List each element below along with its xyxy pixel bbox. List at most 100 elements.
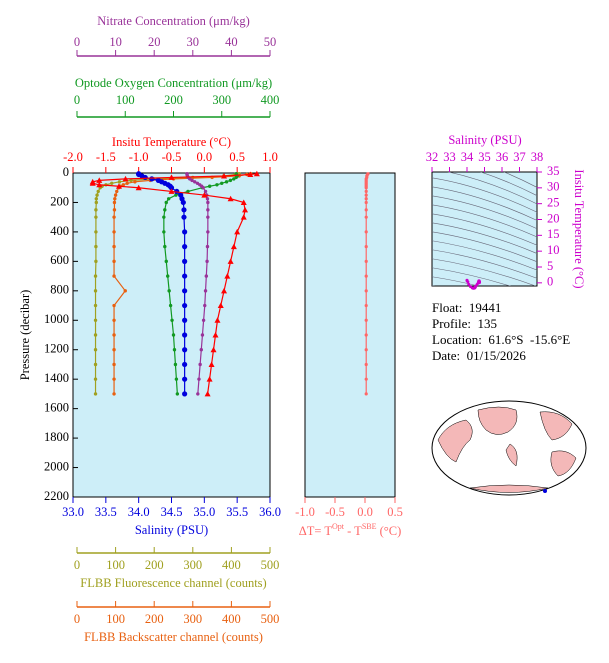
x-tick-label: 38 — [531, 150, 544, 164]
label-part: - T — [344, 524, 362, 538]
data-point — [234, 228, 241, 235]
data-point — [364, 362, 368, 367]
data-point — [112, 274, 116, 278]
data-point — [182, 258, 188, 264]
data-point — [93, 303, 98, 308]
y-tick-label: 5 — [547, 259, 553, 273]
axis-title: Insitu Temperature (°C) — [112, 135, 231, 149]
contour — [432, 213, 537, 246]
x-tick-label: 30 — [187, 35, 200, 49]
data-point — [112, 348, 116, 352]
data-point — [133, 180, 137, 184]
y-tick-label: 1400 — [44, 371, 69, 385]
data-point — [190, 178, 194, 183]
data-point — [93, 274, 98, 278]
x-tick-label: 37 — [513, 150, 526, 164]
data-point — [204, 390, 211, 397]
x-tick-label: 0.5 — [387, 505, 403, 519]
ts-point — [477, 281, 481, 285]
data-point — [240, 199, 247, 205]
data-point — [94, 197, 99, 201]
data-point — [89, 180, 96, 186]
y-tick-label: 0 — [547, 275, 553, 289]
data-point — [200, 333, 205, 337]
data-point — [217, 302, 224, 309]
x-tick-label: 40 — [225, 35, 238, 49]
data-point — [210, 346, 217, 353]
data-point — [364, 274, 368, 278]
data-point — [96, 189, 100, 194]
data-point — [93, 348, 98, 352]
data-point — [230, 243, 237, 250]
data-point — [242, 206, 249, 213]
x-tick-label: 300 — [183, 612, 202, 626]
x-tick-label: 1.0 — [262, 150, 278, 164]
data-point — [364, 348, 368, 352]
data-point — [112, 208, 117, 212]
data-point — [125, 181, 129, 186]
x-tick-label: 10 — [109, 35, 122, 49]
x-tick-label: 34 — [461, 150, 474, 164]
x-tick-label: 32 — [426, 150, 439, 164]
data-point — [182, 347, 188, 353]
x-tick-label: 34.5 — [161, 505, 183, 519]
data-point — [186, 189, 190, 194]
x-tick-label: 200 — [145, 612, 164, 626]
axis-title: Salinity (PSU) — [135, 523, 208, 537]
contour — [432, 222, 537, 254]
data-point — [112, 259, 116, 264]
x-tick-label: 400 — [261, 93, 280, 107]
y-tick-label: 10 — [547, 243, 560, 257]
main-plot-area — [72, 172, 271, 498]
data-point — [123, 289, 127, 293]
contour — [432, 186, 537, 221]
info-profile: Profile: 135 — [432, 316, 497, 331]
data-point — [96, 177, 103, 183]
data-point — [224, 273, 231, 279]
data-point — [182, 244, 188, 250]
y-tick-label: 200 — [50, 194, 69, 208]
data-point — [182, 229, 188, 235]
data-point — [117, 180, 122, 184]
data-point — [93, 289, 98, 293]
data-point — [224, 180, 229, 184]
data-point — [112, 303, 116, 308]
x-tick-label: 34.0 — [128, 505, 150, 519]
contour — [447, 172, 537, 205]
data-point — [110, 181, 114, 186]
data-point — [199, 348, 203, 352]
y-tick-label: 15 — [547, 227, 560, 241]
data-point — [182, 317, 188, 323]
x-tick-label: 35 — [478, 150, 491, 164]
data-point — [94, 230, 98, 234]
info-location: Location: 61.6°S -15.6°E — [432, 332, 571, 347]
data-point — [208, 361, 215, 367]
data-point — [196, 392, 200, 396]
data-point — [205, 259, 209, 264]
data-point — [247, 171, 254, 177]
x-tick-label: 0.0 — [197, 150, 213, 164]
x-tick-label: 36.0 — [259, 505, 281, 519]
ts-point — [466, 280, 470, 284]
y-tick-label: 1200 — [44, 342, 69, 356]
axis-title: Nitrate Concentration (μm/kg) — [97, 14, 250, 28]
data-point — [364, 193, 368, 197]
data-point — [94, 208, 98, 212]
contour — [432, 204, 537, 238]
data-point — [181, 214, 187, 220]
x-tick-label: 0 — [74, 35, 80, 49]
x-tick-label: 33 — [443, 150, 456, 164]
data-point — [180, 199, 186, 206]
data-point — [113, 193, 118, 197]
data-point — [198, 362, 202, 367]
contour — [432, 249, 537, 279]
data-point — [253, 170, 260, 177]
data-point — [168, 174, 175, 180]
contour — [432, 240, 537, 271]
axis-title: Optode Oxygen Concentration (μm/kg) — [75, 76, 272, 90]
data-point — [364, 259, 368, 263]
data-point — [206, 376, 213, 382]
data-point — [205, 244, 210, 249]
data-point — [168, 185, 175, 191]
